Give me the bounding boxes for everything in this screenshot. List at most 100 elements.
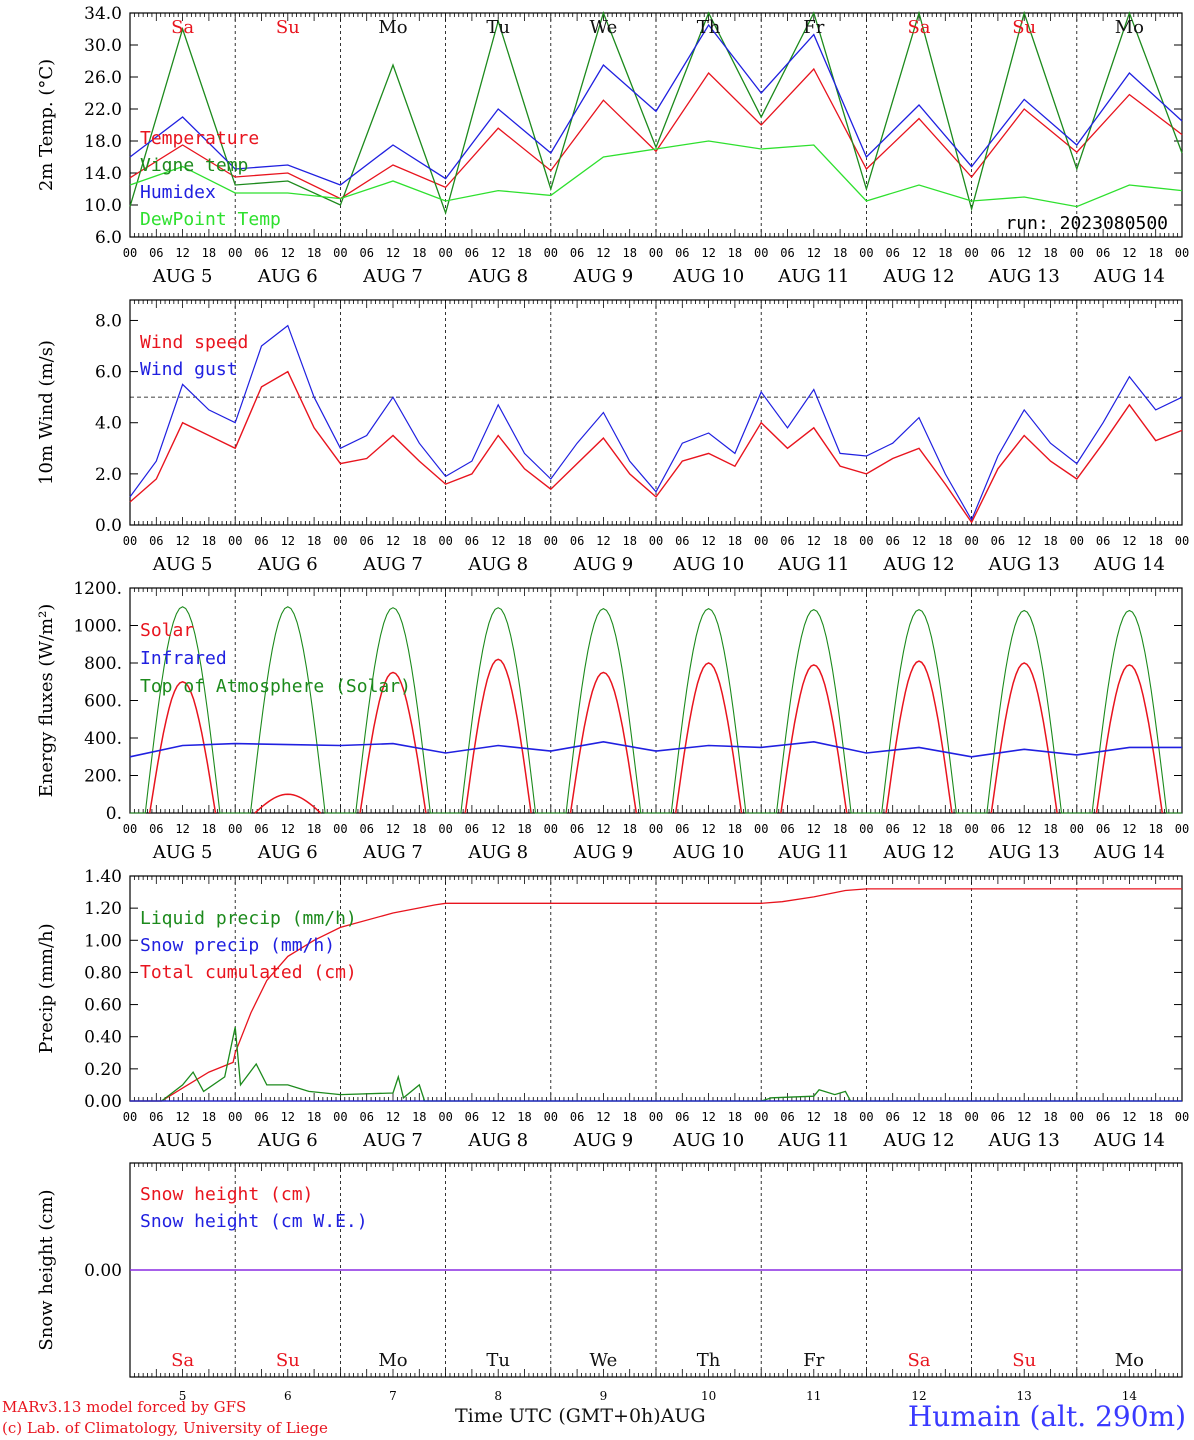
date-label: AUG 11 <box>777 842 849 863</box>
hour-tick-label: 00 <box>333 1110 347 1124</box>
day-label: Tu <box>486 1350 510 1371</box>
legend-entry: DewPoint Temp <box>140 209 281 230</box>
hour-tick-label: 06 <box>991 822 1005 836</box>
y-tick-label: 26.0 <box>84 68 122 88</box>
series-line <box>1095 664 1164 814</box>
hour-tick-label: 06 <box>1096 822 1110 836</box>
hour-tick-label: 12 <box>807 534 821 548</box>
y-axis-label: Energy fluxes (W/m²) <box>36 604 57 798</box>
date-label: AUG 14 <box>1093 266 1165 287</box>
hour-tick-label: 00 <box>123 822 137 836</box>
legend-entry: Total cumulated (cm) <box>140 962 357 983</box>
date-label: AUG 7 <box>362 266 423 287</box>
hour-tick-label: 12 <box>807 1110 821 1124</box>
hour-tick-label: 12 <box>281 1110 295 1124</box>
hour-tick-label: 12 <box>912 246 926 260</box>
y-tick-label: 22.0 <box>84 100 122 120</box>
hour-tick-label: 18 <box>938 534 952 548</box>
series-line <box>148 680 217 814</box>
hour-tick-label: 00 <box>964 822 978 836</box>
hour-tick-label: 06 <box>1096 1110 1110 1124</box>
hour-tick-label: 18 <box>1148 246 1162 260</box>
hour-tick-label: 00 <box>228 822 242 836</box>
hour-tick-label: 12 <box>175 822 189 836</box>
hour-tick-label: 18 <box>728 1110 742 1124</box>
hour-tick-label: 06 <box>570 534 584 548</box>
day-label: Th <box>697 17 721 38</box>
hour-tick-label: 00 <box>123 246 137 260</box>
date-label: AUG 5 <box>152 554 213 575</box>
hour-tick-label: 12 <box>596 1110 610 1124</box>
y-tick-label: 0.00 <box>84 1261 122 1281</box>
series-line <box>130 1026 1182 1102</box>
series-line <box>129 23 1183 186</box>
series-line <box>464 658 532 814</box>
day-label: Su <box>276 1350 300 1371</box>
hour-tick-label: 00 <box>1175 534 1189 548</box>
hour-tick-label: 18 <box>202 1110 216 1124</box>
hour-tick-label: 18 <box>622 534 636 548</box>
hour-tick-label: 06 <box>675 1110 689 1124</box>
day-label: Th <box>697 1350 721 1371</box>
hour-tick-label: 06 <box>570 822 584 836</box>
legend-entry: Wind speed <box>140 332 248 353</box>
hour-tick-label: 06 <box>149 1110 163 1124</box>
y-axis-label: Snow height (cm) <box>36 1189 57 1350</box>
hour-tick-label: 06 <box>570 1110 584 1124</box>
series-line <box>129 10 1183 216</box>
day-label: Mo <box>1115 1350 1144 1371</box>
date-label: AUG 8 <box>467 554 528 575</box>
day-label: Mo <box>1115 17 1144 38</box>
hour-tick-label: 06 <box>991 534 1005 548</box>
series-line <box>569 671 638 814</box>
date-label: AUG 10 <box>672 842 744 863</box>
hour-tick-label: 06 <box>359 1110 373 1124</box>
footer-lab-credit: (c) Lab. of Climatology, University of L… <box>2 1419 328 1437</box>
legend-entry: Snow height (cm) <box>140 1184 313 1205</box>
hour-tick-label: 00 <box>333 534 347 548</box>
hour-tick-label: 12 <box>491 822 505 836</box>
y-tick-label: 18.0 <box>84 132 122 152</box>
hour-tick-label: 12 <box>491 1110 505 1124</box>
legend-entry: Vigne temp <box>140 155 248 176</box>
hour-tick-label: 12 <box>386 534 400 548</box>
hour-tick-label: 00 <box>123 534 137 548</box>
hour-tick-label: 18 <box>622 822 636 836</box>
hour-tick-label: 18 <box>728 534 742 548</box>
day-label: Fr <box>803 1350 824 1371</box>
footer-model-credit: MARv3.13 model forced by GFS <box>2 1398 247 1416</box>
day-number: 12 <box>911 1389 926 1403</box>
hour-tick-label: 00 <box>964 246 978 260</box>
day-label: Mo <box>378 17 407 38</box>
hour-tick-label: 00 <box>438 1110 452 1124</box>
hour-tick-label: 00 <box>754 822 768 836</box>
hour-tick-label: 12 <box>281 246 295 260</box>
legend-entry: Liquid precip (mm/h) <box>140 908 357 929</box>
series-line <box>129 324 1183 522</box>
hour-tick-label: 00 <box>1070 822 1084 836</box>
date-label: AUG 5 <box>152 1130 213 1151</box>
hour-tick-label: 18 <box>833 1110 847 1124</box>
hour-tick-label: 06 <box>991 246 1005 260</box>
hour-tick-label: 00 <box>754 1110 768 1124</box>
day-number: 5 <box>179 1389 187 1403</box>
date-label: AUG 10 <box>672 266 744 287</box>
hour-tick-label: 06 <box>675 534 689 548</box>
station-name: Humain (alt. 290m) <box>907 1400 1186 1433</box>
hour-tick-label: 12 <box>596 822 610 836</box>
date-label: AUG 11 <box>777 554 849 575</box>
date-label: AUG 8 <box>467 1130 528 1151</box>
legend-entry: Snow precip (mm/h) <box>140 935 335 956</box>
y-tick-label: 34.0 <box>84 4 122 24</box>
hour-tick-label: 06 <box>885 822 899 836</box>
hour-tick-label: 12 <box>175 246 189 260</box>
hour-tick-label: 06 <box>465 1110 479 1124</box>
hour-tick-label: 06 <box>675 246 689 260</box>
series-line <box>129 140 1183 208</box>
hour-tick-label: 18 <box>833 534 847 548</box>
date-label: AUG 7 <box>362 842 423 863</box>
date-label: AUG 7 <box>362 1130 423 1151</box>
hour-tick-label: 00 <box>1070 1110 1084 1124</box>
date-label: AUG 14 <box>1093 842 1165 863</box>
hour-tick-label: 18 <box>938 246 952 260</box>
